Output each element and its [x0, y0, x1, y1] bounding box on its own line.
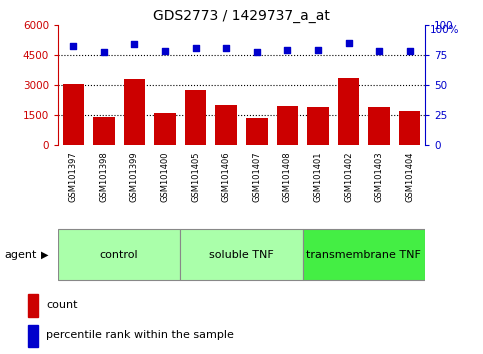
Text: GSM101407: GSM101407 [252, 152, 261, 202]
Bar [338, 78, 359, 145]
FancyBboxPatch shape [58, 229, 180, 280]
Point [130, 41, 138, 47]
Text: GSM101404: GSM101404 [405, 152, 414, 202]
Text: GSM101399: GSM101399 [130, 152, 139, 202]
Bar [215, 105, 237, 145]
Bar [93, 117, 114, 145]
Text: GSM101408: GSM101408 [283, 152, 292, 202]
FancyBboxPatch shape [303, 229, 425, 280]
Text: transmembrane TNF: transmembrane TNF [306, 250, 421, 260]
Point [161, 48, 169, 54]
Point [314, 47, 322, 53]
Text: GDS2773 / 1429737_a_at: GDS2773 / 1429737_a_at [153, 9, 330, 23]
Bar [185, 90, 206, 145]
Point [406, 48, 413, 54]
Text: GSM101405: GSM101405 [191, 152, 200, 202]
Point [375, 48, 383, 54]
Bar [246, 118, 268, 145]
Point [70, 44, 77, 49]
Text: GSM101397: GSM101397 [69, 152, 78, 202]
Text: control: control [100, 250, 139, 260]
Text: agent: agent [5, 250, 37, 260]
Text: ▶: ▶ [41, 250, 49, 260]
Bar [28, 295, 38, 317]
Text: count: count [46, 300, 78, 310]
FancyBboxPatch shape [180, 229, 303, 280]
Text: GSM101406: GSM101406 [222, 152, 231, 202]
Bar [307, 107, 329, 145]
Point [253, 50, 261, 55]
Text: GSM101398: GSM101398 [99, 152, 108, 202]
Text: GSM101403: GSM101403 [375, 152, 384, 202]
Text: percentile rank within the sample: percentile rank within the sample [46, 330, 234, 341]
Text: soluble TNF: soluble TNF [209, 250, 274, 260]
Text: GSM101401: GSM101401 [313, 152, 323, 202]
Bar [277, 106, 298, 145]
Point [284, 47, 291, 53]
Bar [63, 84, 84, 145]
Bar [28, 325, 38, 348]
Text: 100%: 100% [430, 25, 459, 35]
Bar [369, 107, 390, 145]
Point [222, 45, 230, 51]
Bar [399, 111, 420, 145]
Text: GSM101402: GSM101402 [344, 152, 353, 202]
Point [345, 40, 353, 46]
Bar [155, 113, 176, 145]
Bar [124, 79, 145, 145]
Point [192, 45, 199, 51]
Text: GSM101400: GSM101400 [160, 152, 170, 202]
Point [100, 50, 108, 55]
